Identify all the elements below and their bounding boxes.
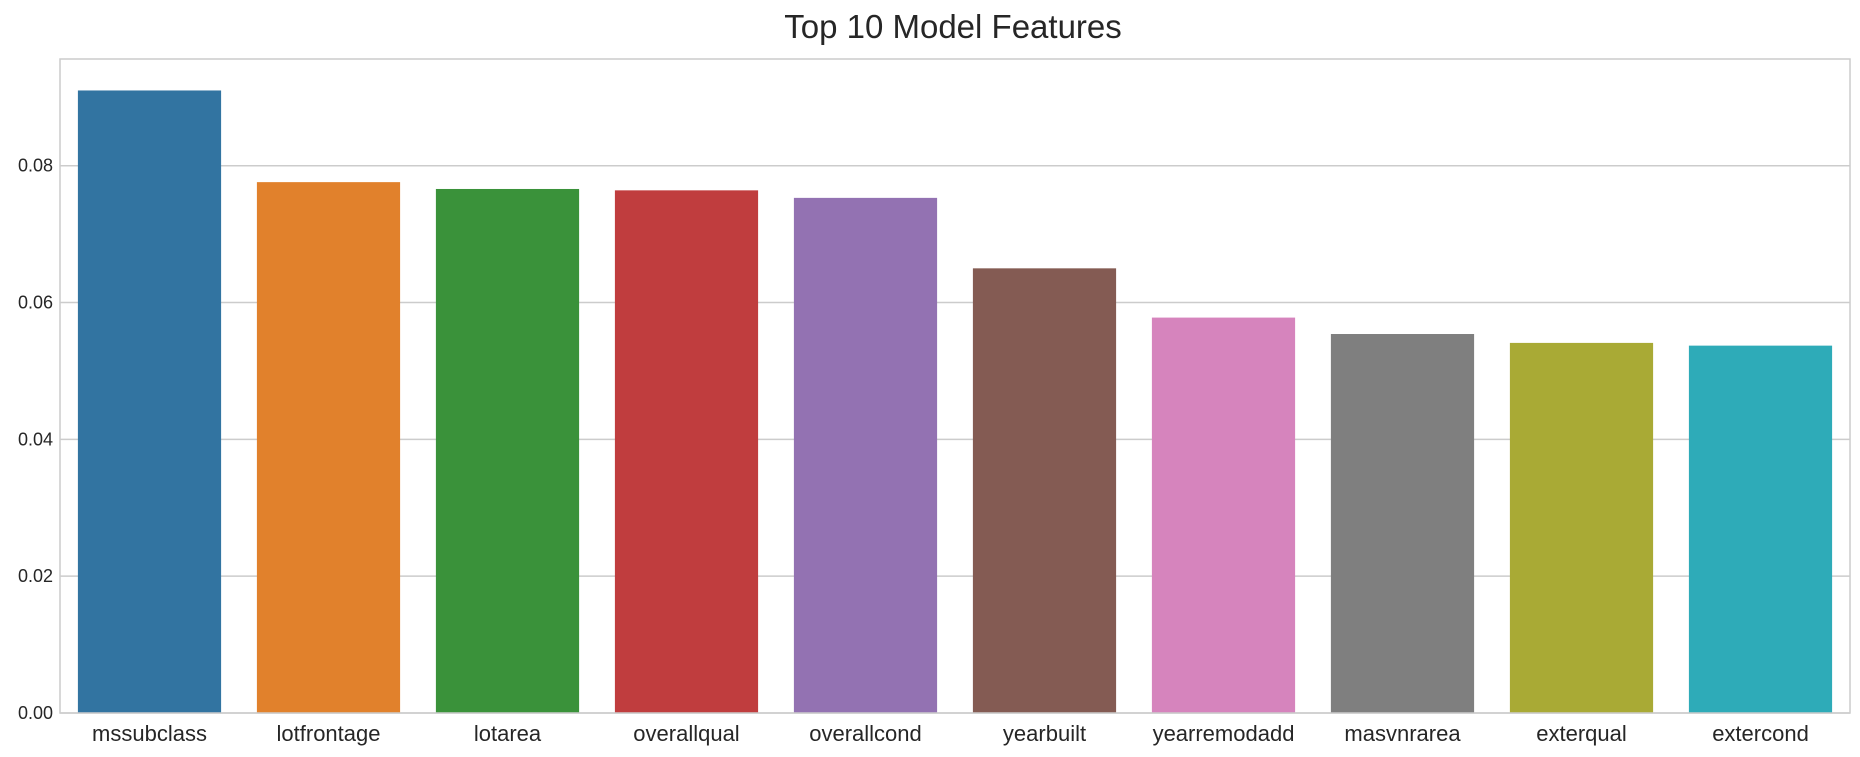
y-tick-label: 0.08 [18, 156, 53, 176]
x-tick-label-masvnrarea: masvnrarea [1344, 721, 1461, 746]
x-tick-label-mssubclass: mssubclass [92, 721, 207, 746]
y-tick-label: 0.00 [18, 703, 53, 723]
x-tick-label-exterqual: exterqual [1536, 721, 1627, 746]
bar-overallcond [793, 197, 938, 714]
bar-extercond [1688, 345, 1833, 713]
x-tick-label-lotfrontage: lotfrontage [277, 721, 381, 746]
bar-lotfrontage [256, 182, 401, 714]
y-tick-label: 0.04 [18, 429, 53, 449]
bar-masvnrarea [1330, 334, 1475, 713]
y-tick-label: 0.02 [18, 566, 53, 586]
bar-overallqual [614, 190, 759, 713]
x-tick-label-overallqual: overallqual [633, 721, 739, 746]
bar-mssubclass [77, 90, 222, 713]
x-tick-label-yearremodadd: yearremodadd [1153, 721, 1295, 746]
x-tick-label-overallcond: overallcond [809, 721, 922, 746]
bar-exterqual [1509, 342, 1654, 713]
bar-yearbuilt [972, 268, 1117, 713]
x-tick-label-extercond: extercond [1712, 721, 1809, 746]
bars [77, 90, 1833, 714]
bar-yearremodadd [1151, 317, 1296, 713]
plot-frame [59, 58, 1851, 714]
x-tick-labels: mssubclass lotfrontage lotarea overallqual o… [92, 721, 1809, 746]
y-tick-label: 0.06 [18, 293, 53, 313]
x-tick-label-yearbuilt: yearbuilt [1003, 721, 1086, 746]
x-tick-label-lotarea: lotarea [474, 721, 542, 746]
bar-lotarea [435, 188, 580, 714]
chart-title: Top 10 Model Features [784, 8, 1122, 45]
y-tick-labels: 0.00 0.02 0.04 0.06 0.08 [18, 156, 53, 723]
